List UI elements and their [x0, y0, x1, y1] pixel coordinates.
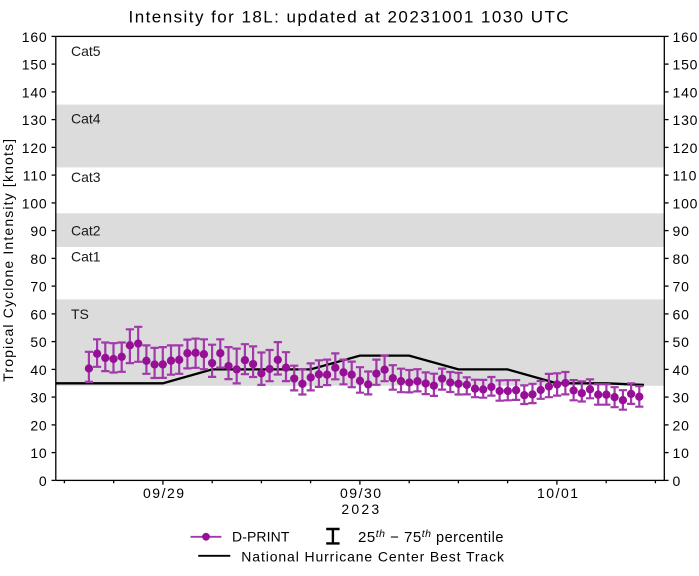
svg-text:140: 140 — [673, 84, 699, 100]
svg-text:60: 60 — [673, 306, 690, 322]
svg-text:TS: TS — [71, 306, 89, 322]
svg-text:National Hurricane Center Best: National Hurricane Center Best Track — [241, 549, 505, 565]
svg-text:140: 140 — [22, 84, 48, 100]
svg-text:100: 100 — [673, 195, 699, 211]
svg-text:0: 0 — [673, 473, 682, 489]
svg-text:130: 130 — [673, 112, 699, 128]
svg-text:160: 160 — [673, 29, 699, 45]
svg-text:20: 20 — [673, 417, 690, 433]
svg-text:09/29: 09/29 — [143, 485, 186, 501]
svg-text:0: 0 — [39, 473, 48, 489]
svg-text:50: 50 — [673, 334, 690, 350]
svg-text:70: 70 — [673, 279, 690, 295]
svg-text:110: 110 — [673, 168, 698, 184]
svg-text:110: 110 — [23, 168, 48, 184]
svg-text:60: 60 — [30, 306, 47, 322]
svg-text:Cat3: Cat3 — [71, 169, 101, 185]
svg-text:90: 90 — [30, 223, 47, 239]
svg-text:20: 20 — [30, 417, 47, 433]
svg-text:D-PRINT: D-PRINT — [232, 528, 290, 544]
svg-text:40: 40 — [673, 362, 690, 378]
svg-text:Tropical Cyclone Intensity [kn: Tropical Cyclone Intensity [knots] — [0, 138, 16, 382]
svg-text:Cat4: Cat4 — [71, 110, 101, 126]
svg-text:Cat2: Cat2 — [71, 222, 101, 238]
svg-text:30: 30 — [30, 390, 47, 406]
svg-text:50: 50 — [30, 334, 47, 350]
svg-text:80: 80 — [673, 251, 690, 267]
svg-text:25th − 75th percentile: 25th − 75th percentile — [358, 528, 504, 546]
svg-text:90: 90 — [673, 223, 690, 239]
svg-text:Cat1: Cat1 — [71, 249, 101, 265]
svg-text:2023: 2023 — [341, 501, 381, 517]
svg-text:130: 130 — [22, 112, 48, 128]
svg-text:120: 120 — [22, 140, 48, 156]
svg-text:09/30: 09/30 — [340, 485, 383, 501]
svg-text:10/01: 10/01 — [537, 485, 580, 501]
svg-text:150: 150 — [673, 57, 699, 73]
svg-text:100: 100 — [22, 195, 48, 211]
svg-text:80: 80 — [30, 251, 47, 267]
svg-text:150: 150 — [22, 57, 48, 73]
svg-text:30: 30 — [673, 390, 690, 406]
svg-text:120: 120 — [673, 140, 699, 156]
svg-text:70: 70 — [30, 279, 47, 295]
svg-text:10: 10 — [30, 445, 47, 461]
svg-text:10: 10 — [673, 445, 690, 461]
svg-text:Cat5: Cat5 — [71, 43, 101, 59]
svg-text:40: 40 — [30, 362, 47, 378]
svg-text:160: 160 — [22, 29, 48, 45]
svg-text:Intensity for 18L: updated at: Intensity for 18L: updated at 20231001 1… — [129, 7, 570, 26]
